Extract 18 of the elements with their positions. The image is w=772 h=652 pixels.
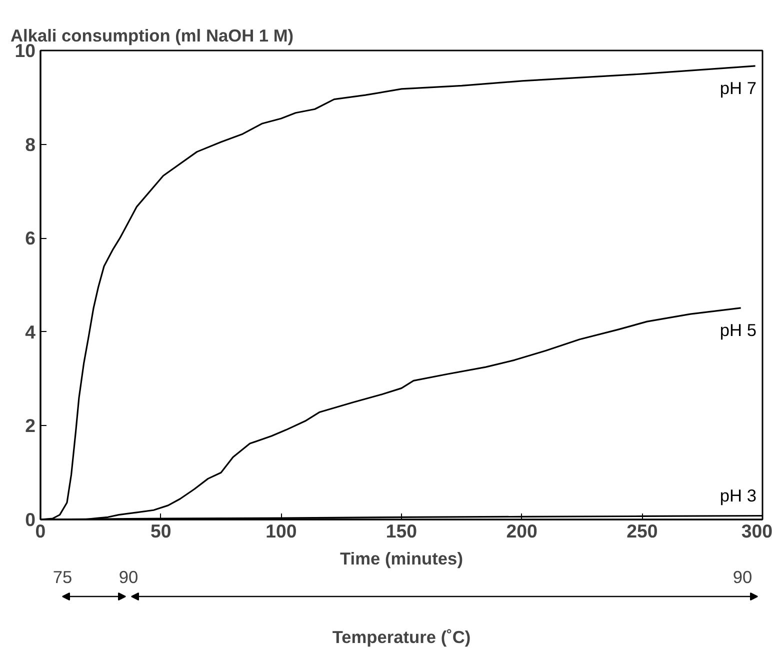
text: 90 (732, 567, 752, 588)
y-tick-label: 8 (25, 134, 36, 155)
x-tick-label: 100 (266, 520, 297, 542)
x-tick-label: 300 (741, 520, 772, 542)
x-tick-label: 250 (626, 520, 658, 542)
text: 75 (52, 567, 72, 588)
series-label: pH 3 (720, 486, 757, 506)
y-tick-label: 4 (25, 321, 36, 342)
x-tick-label: 50 (150, 520, 172, 542)
text: 90 (118, 567, 138, 588)
x-tick-label: 200 (506, 520, 538, 542)
y-tick-label: 2 (25, 415, 36, 436)
x-tick-label: 150 (386, 520, 418, 542)
text: Temperature (˚C) (332, 626, 471, 647)
y-tick-label: 6 (25, 228, 36, 249)
series-label: pH 5 (720, 320, 757, 340)
series-label: pH 7 (720, 78, 757, 98)
x-axis-title: Time (minutes) (340, 548, 463, 568)
